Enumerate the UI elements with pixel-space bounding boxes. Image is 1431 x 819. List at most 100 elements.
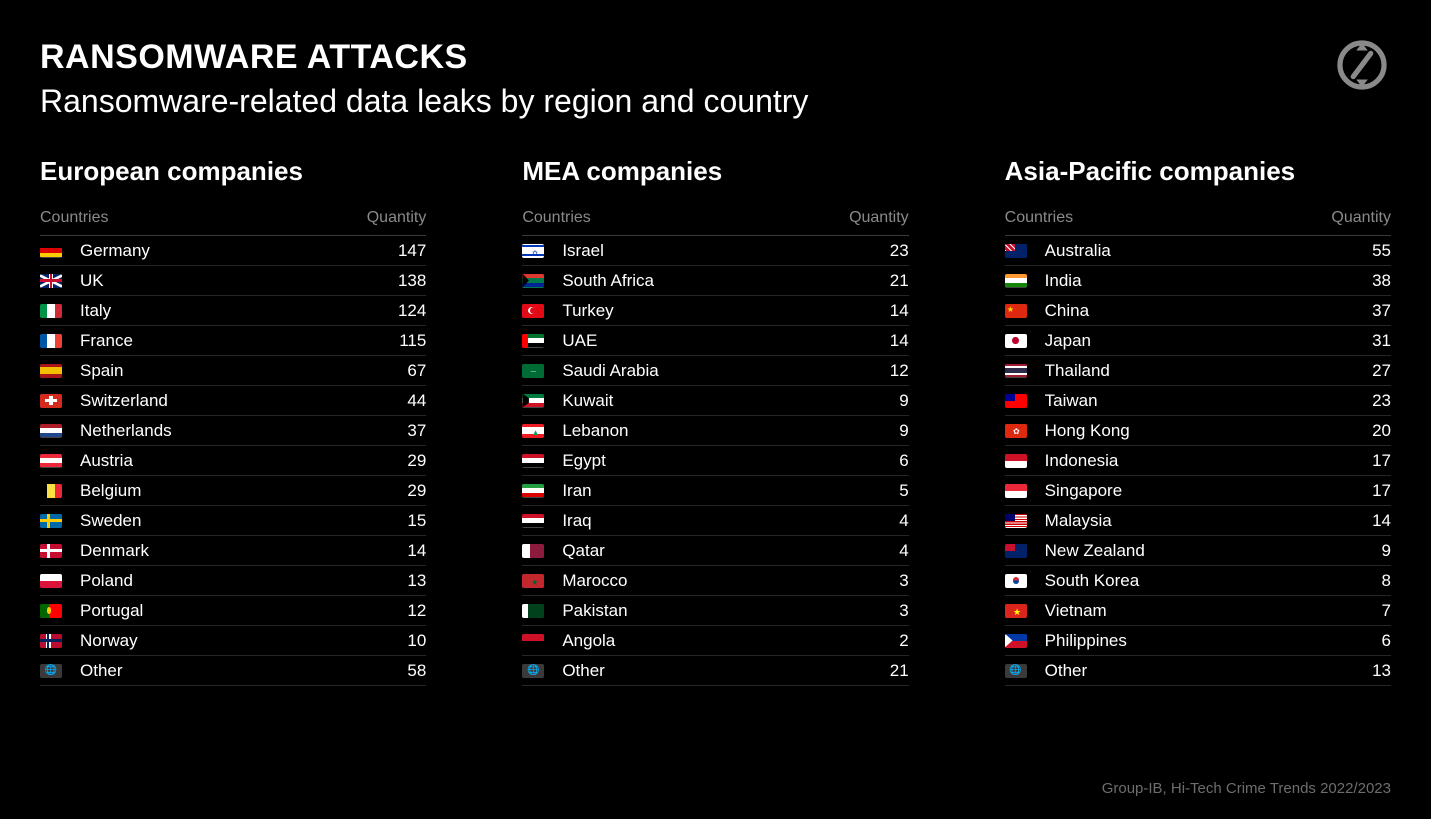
globe-icon: 🌐 — [522, 664, 544, 678]
country-name: Saudi Arabia — [562, 361, 889, 381]
country-name: Philippines — [1045, 631, 1382, 651]
flag-se-icon — [40, 514, 62, 528]
globe-icon: 🌐 — [1005, 664, 1027, 678]
table-row: 🌐Other13 — [1005, 656, 1391, 686]
quantity-value: 3 — [899, 571, 908, 591]
quantity-value: 14 — [890, 331, 909, 351]
table-row: Norway10 — [40, 626, 426, 656]
quantity-value: 37 — [1372, 301, 1391, 321]
country-name: Hong Kong — [1045, 421, 1372, 441]
table-row: Angola2 — [522, 626, 908, 656]
country-name: Qatar — [562, 541, 899, 561]
flag-ao-icon — [522, 634, 544, 648]
table-row: Sweden15 — [40, 506, 426, 536]
flag-ph-icon — [1005, 634, 1027, 648]
region-title: Asia-Pacific companies — [1005, 156, 1391, 187]
flag-tr-icon — [522, 304, 544, 318]
country-name: Lebanon — [562, 421, 899, 441]
country-name: Israel — [562, 241, 889, 261]
country-name: Austria — [80, 451, 407, 471]
region-column: European companiesCountriesQuantityGerma… — [40, 156, 426, 686]
quantity-value: 31 — [1372, 331, 1391, 351]
country-name: Other — [80, 661, 407, 681]
quantity-value: 23 — [1372, 391, 1391, 411]
country-name: Sweden — [80, 511, 407, 531]
country-name: Denmark — [80, 541, 407, 561]
flag-il-icon: ✡ — [522, 244, 544, 258]
quantity-value: 17 — [1372, 451, 1391, 471]
country-name: Spain — [80, 361, 407, 381]
country-name: Netherlands — [80, 421, 407, 441]
quantity-value: 124 — [398, 301, 426, 321]
flag-ir-icon — [522, 484, 544, 498]
flag-hk-icon: ✿ — [1005, 424, 1027, 438]
quantity-value: 115 — [399, 331, 426, 351]
quantity-value: 7 — [1382, 601, 1391, 621]
brand-logo-icon — [1333, 36, 1391, 94]
table-row: Belgium29 — [40, 476, 426, 506]
country-name: Norway — [80, 631, 407, 651]
region-title: European companies — [40, 156, 426, 187]
quantity-value: 14 — [890, 301, 909, 321]
flag-sa-icon: — — [522, 364, 544, 378]
flag-vn-icon: ★ — [1005, 604, 1027, 618]
flag-za-icon — [522, 274, 544, 288]
quantity-value: 27 — [1372, 361, 1391, 381]
table-row: France115 — [40, 326, 426, 356]
col-quantity: Quantity — [367, 209, 427, 227]
country-name: India — [1045, 271, 1372, 291]
quantity-value: 3 — [899, 601, 908, 621]
table-row: Denmark14 — [40, 536, 426, 566]
table-row: ✿Hong Kong20 — [1005, 416, 1391, 446]
table-row: ★China37 — [1005, 296, 1391, 326]
quantity-value: 29 — [407, 451, 426, 471]
flag-kr-icon — [1005, 574, 1027, 588]
flag-lb-icon: ▲ — [522, 424, 544, 438]
table-row: Iran5 — [522, 476, 908, 506]
flag-qa-icon — [522, 544, 544, 558]
table-header: CountriesQuantity — [40, 209, 426, 236]
flag-be-icon — [40, 484, 62, 498]
quantity-value: 15 — [407, 511, 426, 531]
quantity-value: 9 — [899, 421, 908, 441]
col-quantity: Quantity — [849, 209, 909, 227]
quantity-value: 21 — [890, 661, 909, 681]
quantity-value: 14 — [1372, 511, 1391, 531]
table-row: UK138 — [40, 266, 426, 296]
table-row: Kuwait9 — [522, 386, 908, 416]
country-name: Germany — [80, 241, 398, 261]
region-title: MEA companies — [522, 156, 908, 187]
table-row: Netherlands37 — [40, 416, 426, 446]
region-column: MEA companiesCountriesQuantity✡Israel23S… — [522, 156, 908, 686]
flag-iq-icon — [522, 514, 544, 528]
quantity-value: 14 — [407, 541, 426, 561]
table-row: Austria29 — [40, 446, 426, 476]
country-name: Kuwait — [562, 391, 899, 411]
table-row: Germany147 — [40, 236, 426, 266]
country-name: France — [80, 331, 399, 351]
country-name: Other — [562, 661, 889, 681]
table-row: New Zealand9 — [1005, 536, 1391, 566]
country-name: Singapore — [1045, 481, 1372, 501]
country-name: Iran — [562, 481, 899, 501]
flag-id-icon — [1005, 454, 1027, 468]
country-name: South Korea — [1045, 571, 1382, 591]
quantity-value: 38 — [1372, 271, 1391, 291]
flag-es-icon — [40, 364, 62, 378]
country-name: Angola — [562, 631, 899, 651]
quantity-value: 147 — [398, 241, 426, 261]
table-row: India38 — [1005, 266, 1391, 296]
table-row: ▲ Lebanon9 — [522, 416, 908, 446]
table-row: South Korea8 — [1005, 566, 1391, 596]
quantity-value: 138 — [398, 271, 426, 291]
quantity-value: 23 — [890, 241, 909, 261]
country-name: Pakistan — [562, 601, 899, 621]
quantity-value: 13 — [1372, 661, 1391, 681]
flag-nz-icon — [1005, 544, 1027, 558]
country-name: Egypt — [562, 451, 899, 471]
table-header: CountriesQuantity — [1005, 209, 1391, 236]
quantity-value: 12 — [890, 361, 909, 381]
table-row: Indonesia17 — [1005, 446, 1391, 476]
country-name: Poland — [80, 571, 407, 591]
quantity-value: 55 — [1372, 241, 1391, 261]
